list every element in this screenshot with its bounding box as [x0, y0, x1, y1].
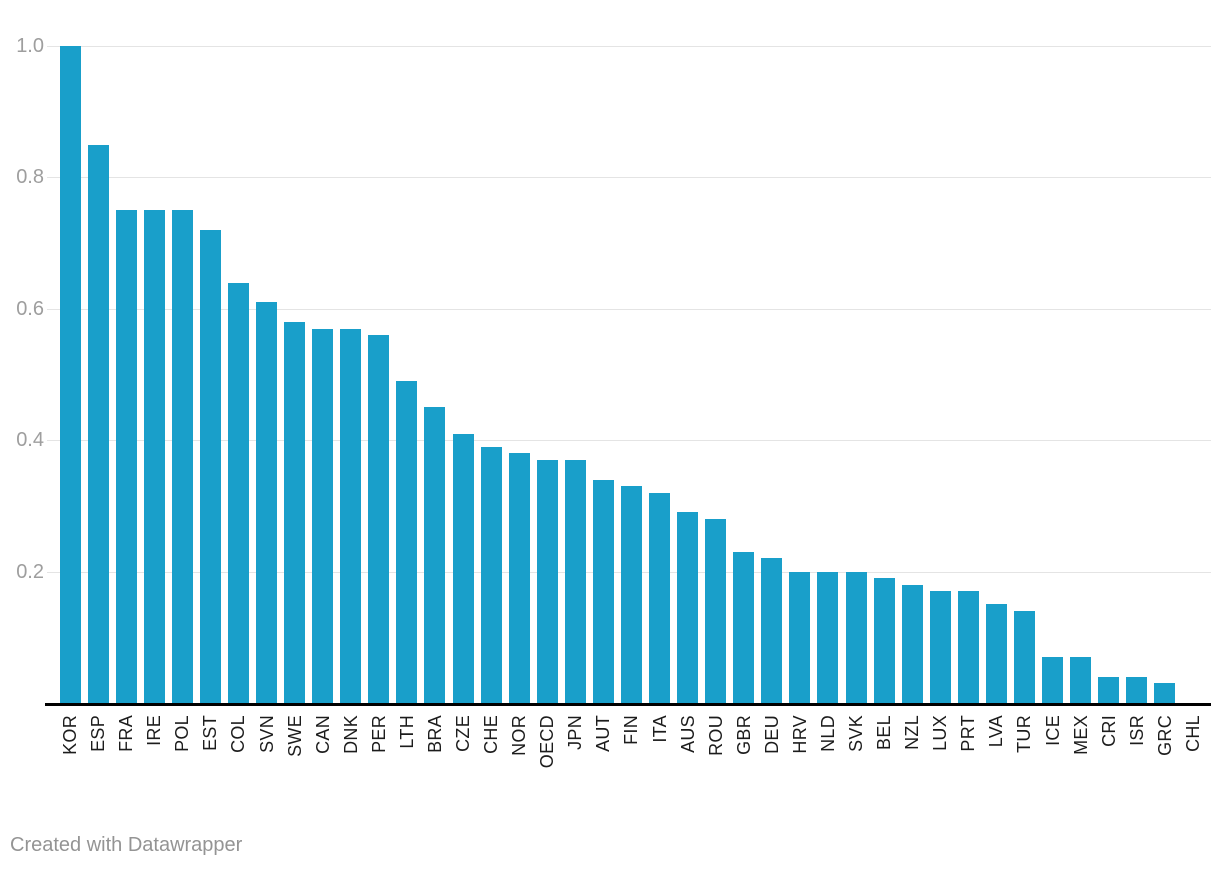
- bar-lva[interactable]: [985, 604, 1007, 703]
- x-axis-tick-label: FIN: [621, 715, 642, 745]
- bar-che[interactable]: [480, 447, 502, 703]
- y-axis-tick-label: 0.6: [16, 297, 44, 320]
- gridline: [47, 308, 1211, 310]
- x-axis-tick-label: CAN: [312, 715, 333, 754]
- x-axis-tick-label: COL: [228, 715, 249, 753]
- bar-ita[interactable]: [649, 493, 670, 703]
- x-axis-tick-label: POL: [172, 715, 193, 752]
- bar-grc[interactable]: [1154, 683, 1176, 703]
- x-axis-tick-label: NZL: [902, 715, 923, 750]
- bar-bra[interactable]: [424, 407, 446, 703]
- bar-lth[interactable]: [396, 381, 418, 703]
- x-axis-tick-label: JPN: [565, 715, 586, 750]
- bar-kor[interactable]: [59, 46, 81, 703]
- bar-swe[interactable]: [284, 322, 306, 703]
- x-axis-tick-label: IRE: [144, 715, 165, 746]
- x-axis-tick-label: GRC: [1154, 715, 1175, 756]
- bar-can[interactable]: [312, 329, 334, 703]
- x-axis-tick-label: SWE: [284, 715, 305, 757]
- bar-rou[interactable]: [705, 519, 727, 703]
- bar-ire[interactable]: [143, 210, 165, 703]
- x-axis-tick-label: KOR: [60, 715, 80, 755]
- y-axis-tick-label: 0.4: [16, 429, 44, 452]
- x-axis-tick-label: DNK: [340, 715, 361, 754]
- bar-prt[interactable]: [957, 591, 979, 703]
- bar-deu[interactable]: [761, 558, 783, 703]
- x-axis-tick-label: OECD: [537, 715, 558, 769]
- y-axis-tick-label: 0.8: [16, 166, 44, 189]
- x-axis-tick-label: CZE: [453, 715, 473, 752]
- x-axis-tick-label: ROU: [705, 715, 726, 756]
- gridline: [47, 177, 1211, 179]
- bar-svk[interactable]: [845, 572, 867, 703]
- bar-gbr[interactable]: [733, 552, 755, 703]
- bar-aus[interactable]: [677, 512, 698, 703]
- bar-cze[interactable]: [452, 434, 474, 703]
- x-axis-tick-label: CHL: [1182, 715, 1203, 752]
- x-axis-tick-label: PER: [368, 715, 389, 753]
- x-axis-tick-label: LTH: [396, 715, 417, 749]
- x-axis-tick-label: ESP: [88, 715, 109, 752]
- x-axis-tick-label: CHE: [481, 715, 502, 754]
- bar-tur[interactable]: [1013, 611, 1035, 703]
- x-axis-tick-label: PRT: [958, 715, 979, 752]
- x-axis-tick-label: EST: [200, 715, 221, 751]
- x-axis-tick-label: DEU: [761, 715, 782, 754]
- gridline: [47, 440, 1211, 442]
- x-axis-tick-label: HRV: [789, 715, 810, 754]
- x-axis-tick-label: GBR: [733, 715, 754, 755]
- x-axis-tick-label: AUS: [677, 715, 698, 753]
- y-axis-tick-label: 0.2: [16, 560, 44, 583]
- x-axis-tick-label: ISR: [1126, 715, 1147, 746]
- bar-ice[interactable]: [1042, 657, 1063, 703]
- y-axis-tick-label: 1.0: [16, 35, 44, 57]
- bar-oecd[interactable]: [536, 460, 558, 703]
- bar-isr[interactable]: [1126, 677, 1148, 703]
- x-axis-tick-label: NLD: [817, 715, 838, 752]
- bar-cri[interactable]: [1098, 677, 1120, 703]
- bar-nld[interactable]: [817, 572, 839, 703]
- bar-nzl[interactable]: [901, 585, 923, 703]
- bar-est[interactable]: [199, 230, 221, 703]
- x-axis-tick-label: LVA: [986, 715, 1007, 748]
- bar-aut[interactable]: [592, 480, 614, 703]
- bar-esp[interactable]: [87, 145, 109, 703]
- x-axis-tick-label: CRI: [1098, 715, 1119, 747]
- x-axis-tick-label: SVN: [256, 715, 277, 753]
- x-axis-line: [45, 703, 1211, 706]
- bar-col[interactable]: [227, 283, 249, 703]
- x-axis-tick-label: SVK: [846, 715, 866, 752]
- bar-mex[interactable]: [1070, 657, 1091, 703]
- x-axis-tick-label: MEX: [1070, 715, 1091, 755]
- bar-nor[interactable]: [508, 453, 530, 703]
- x-axis-tick-label: ITA: [649, 715, 670, 743]
- gridline: [47, 46, 1211, 47]
- bar-hrv[interactable]: [789, 572, 811, 703]
- x-axis-tick-label: TUR: [1014, 715, 1035, 753]
- x-axis-tick-label: BRA: [424, 715, 445, 753]
- bar-dnk[interactable]: [340, 329, 362, 703]
- x-axis-tick-label: NOR: [509, 715, 530, 756]
- x-axis-tick-label: AUT: [593, 715, 614, 752]
- bar-fra[interactable]: [115, 210, 137, 703]
- bar-fin[interactable]: [620, 486, 642, 703]
- bar-lux[interactable]: [929, 591, 951, 703]
- bar-jpn[interactable]: [564, 460, 586, 703]
- bar-bel[interactable]: [873, 578, 895, 703]
- datawrapper-credit[interactable]: Created with Datawrapper: [10, 834, 243, 856]
- bar-pol[interactable]: [171, 210, 193, 703]
- bar-svn[interactable]: [256, 302, 277, 703]
- x-axis-tick-label: FRA: [116, 715, 137, 752]
- x-axis-tick-label: LUX: [930, 715, 951, 751]
- x-axis-tick-label: BEL: [874, 715, 894, 750]
- bar-per[interactable]: [368, 335, 390, 703]
- x-axis-tick-label: ICE: [1042, 715, 1063, 746]
